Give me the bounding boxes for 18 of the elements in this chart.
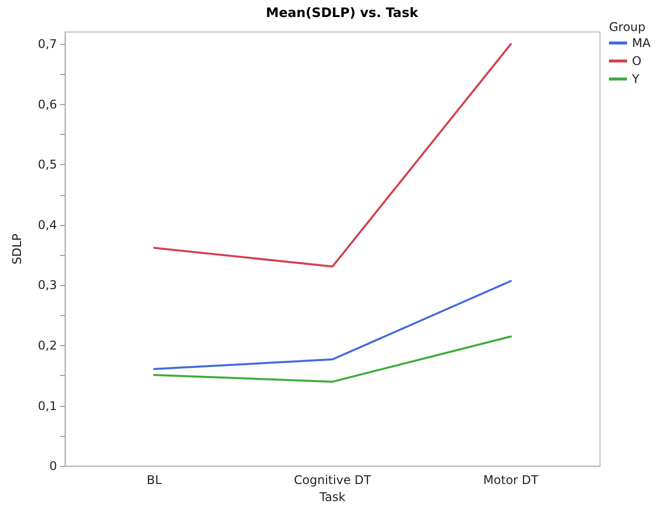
x-tick-label: Motor DT [483, 473, 540, 488]
legend-label: Y [631, 72, 640, 86]
y-tick-label: 0,5 [38, 158, 57, 172]
y-tick-label: 0,1 [38, 398, 57, 413]
legend-label: O [632, 54, 642, 68]
x-axis-title: Task [318, 490, 346, 504]
y-tick-label: 0,6 [38, 97, 57, 112]
y-tick-label: 0,4 [38, 218, 57, 232]
x-tick-label: Cognitive DT [294, 473, 372, 488]
legend-title: Group [609, 20, 646, 34]
y-axis-title: SDLP [10, 234, 24, 264]
y-tick-label: 0,7 [38, 37, 57, 52]
y-tick-label: 0 [49, 459, 57, 474]
y-tick-label: 0,3 [38, 278, 57, 292]
chart-title: Mean(SDLP) vs. Task [266, 6, 418, 21]
legend-label: MA [632, 36, 652, 50]
x-tick-label: BL [146, 473, 162, 488]
y-tick-label: 0,2 [38, 338, 57, 353]
